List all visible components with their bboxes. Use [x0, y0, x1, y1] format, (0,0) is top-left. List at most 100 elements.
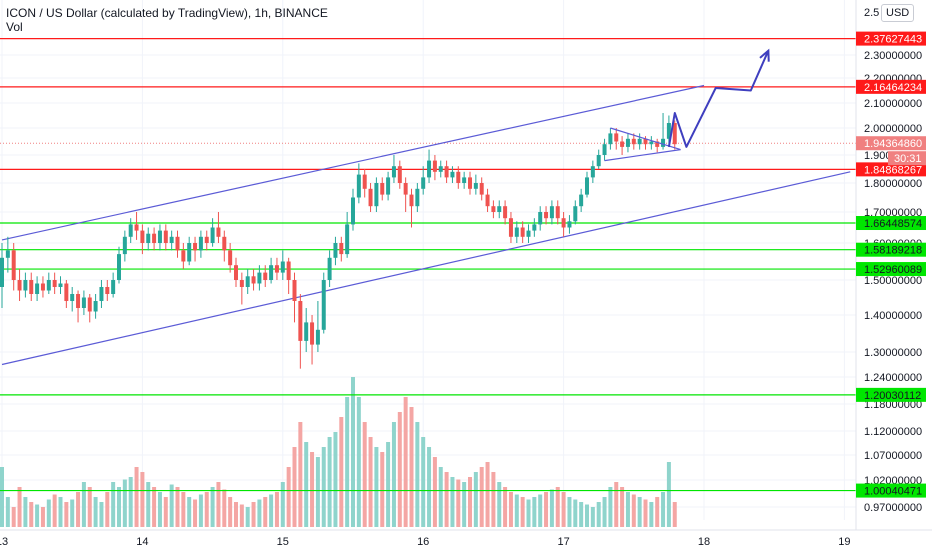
candle-body [157, 230, 162, 243]
candle-body [672, 123, 677, 145]
candle-body [245, 276, 250, 287]
price-tick-label: 2.00000000 [864, 123, 922, 135]
candle-body [573, 206, 578, 222]
volume-bar [608, 487, 613, 527]
volume-bar [421, 437, 426, 527]
price-tick-label: 2.5 [864, 7, 879, 19]
candle-body [497, 206, 502, 212]
volume-bar [280, 482, 285, 527]
projection-arrow[interactable] [667, 48, 770, 148]
candle-body [117, 254, 121, 280]
candle-body [23, 280, 28, 291]
candle-body [421, 177, 426, 189]
time-tick-label: 13 [0, 536, 8, 548]
volume-bar [327, 437, 332, 527]
volume-bar [204, 492, 209, 527]
candle-body [204, 236, 209, 243]
candle-body [631, 138, 636, 145]
volume-bar [152, 487, 157, 527]
volume-bar [40, 507, 45, 527]
candle-body [625, 138, 630, 147]
candle-body [456, 171, 461, 183]
volume-bar [362, 422, 367, 527]
volume-bar [462, 482, 467, 527]
volume-bar [514, 494, 519, 527]
candle-body [327, 257, 332, 280]
candle-body [181, 250, 186, 262]
volume-bar [257, 499, 262, 527]
currency-button[interactable]: USD [881, 4, 915, 22]
candle-body [602, 144, 607, 155]
price-levels [0, 38, 856, 492]
volume-bar [444, 472, 449, 527]
last-price-tag: 1.94364860 [864, 138, 922, 150]
volume-bar [310, 452, 315, 527]
support-price-tag: 1.52960089 [864, 264, 922, 276]
resistance-price-tag: 2.37627443 [864, 34, 922, 46]
candle-body [152, 233, 157, 243]
trend-channel[interactable] [1, 84, 851, 366]
volume-bar [625, 492, 630, 527]
support-price-tag: 1.66448574 [864, 218, 922, 230]
candle-body [637, 138, 642, 145]
resistance-price-tag-bg [856, 31, 926, 46]
candle-body [666, 123, 671, 139]
candle-body [374, 183, 379, 207]
time-tick-label: 16 [417, 536, 429, 548]
volume-bar [339, 417, 344, 527]
volume-bar [555, 487, 560, 527]
volume-bar [503, 487, 508, 527]
volume-bar [251, 502, 256, 527]
volume-bar [99, 502, 104, 527]
volume-bar [333, 432, 338, 527]
volume-bar [298, 422, 303, 527]
chart-title: ICON / US Dollar (calculated by TradingV… [6, 6, 328, 20]
volume-bar [631, 494, 636, 527]
support-price-tag-bg [856, 262, 926, 277]
candle-body [485, 194, 490, 207]
volume-bar [11, 507, 16, 527]
candle-body [608, 133, 613, 145]
volume-bar [58, 497, 63, 527]
candle-body [403, 183, 408, 195]
price-tick-label: 1.80000000 [864, 178, 922, 190]
time-tick-label: 18 [698, 536, 710, 548]
volume-bar [579, 502, 584, 527]
volume-bar [181, 492, 186, 527]
time-axis[interactable]: 1314151617181918:0 [0, 529, 932, 550]
support-price-tag: 1.00040471 [864, 486, 922, 498]
candle-body [222, 236, 227, 251]
price-tick-label: 1.40000000 [864, 310, 922, 322]
candle-body [351, 197, 355, 225]
candle-body [544, 212, 549, 219]
volume-bar [532, 497, 537, 527]
volume-bar [263, 497, 268, 527]
volume-bars [0, 377, 677, 527]
candle-body [198, 236, 203, 251]
price-axis[interactable]: 2.52.300000002.200000002.100000002.00000… [855, 0, 932, 550]
volume-bar [175, 487, 180, 527]
candle-body [415, 188, 420, 207]
volume-bar [567, 497, 572, 527]
volume-bar [397, 412, 402, 527]
volume-bar [198, 494, 203, 527]
candle-body [526, 230, 531, 237]
price-tick-label: 1.70000000 [864, 207, 922, 219]
volume-bar [438, 467, 443, 527]
volume-bar [228, 497, 233, 527]
candle-body [427, 160, 432, 178]
volume-bar [29, 502, 34, 527]
volume-bar [526, 499, 531, 527]
candle-body [409, 194, 414, 207]
candle-body [596, 155, 601, 167]
support-price-tag-bg [856, 242, 926, 257]
volume-bar [432, 457, 437, 527]
candle-body [251, 276, 256, 284]
candle-body [538, 212, 543, 225]
volume-bar [368, 437, 373, 527]
volume-bar [239, 504, 244, 527]
candle-body [362, 174, 367, 189]
volume-bar [661, 492, 666, 527]
volume-bar [245, 507, 250, 527]
